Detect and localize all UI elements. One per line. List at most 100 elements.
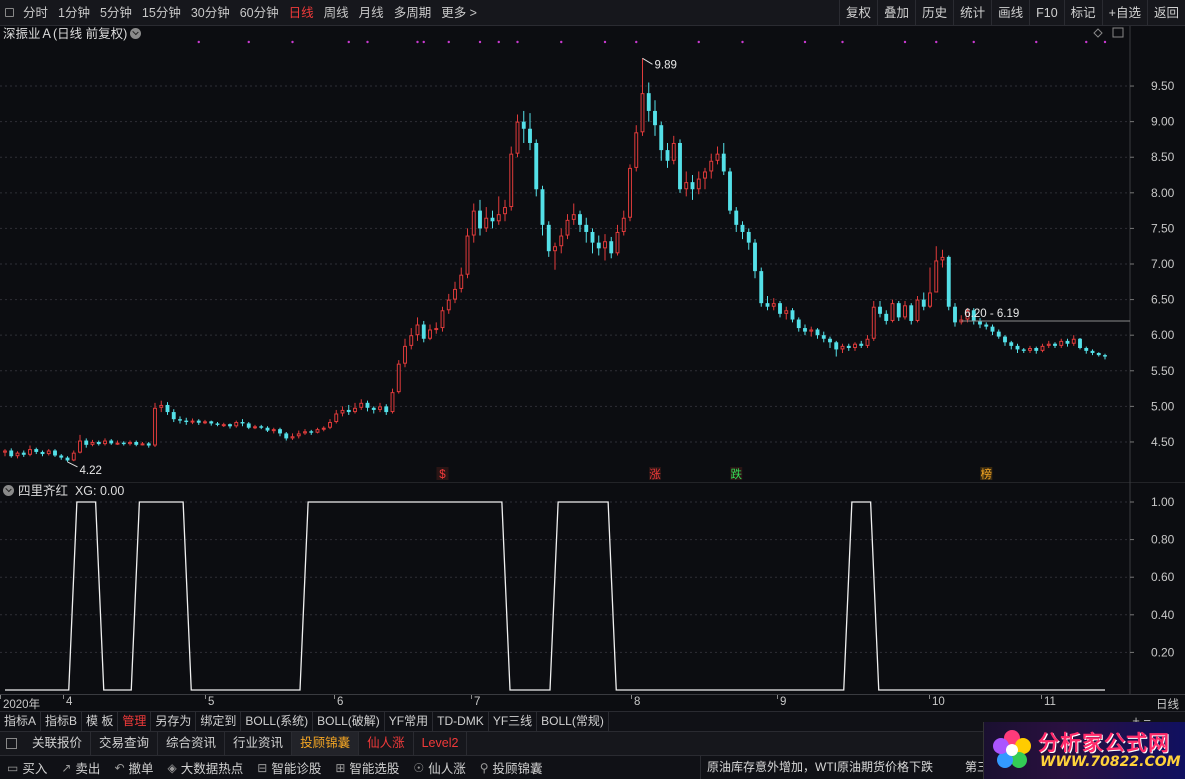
- maximize-icon[interactable]: [1112, 27, 1124, 38]
- candle-body: [96, 441, 101, 445]
- candle: [178, 416, 182, 424]
- timeframe-tab[interactable]: 分时: [23, 5, 49, 20]
- candle-body: [640, 93, 645, 133]
- candle: [934, 246, 939, 293]
- timeframe-tab[interactable]: 更多 >: [441, 5, 477, 20]
- timeframe-tab[interactable]: 月线: [358, 5, 384, 20]
- candle-body: [621, 217, 626, 232]
- timeframe-tab[interactable]: 1分钟: [58, 5, 90, 20]
- toolbar-button[interactable]: +自选: [1101, 0, 1147, 26]
- toolbar-button[interactable]: 叠加: [877, 0, 915, 26]
- timeframe-tab[interactable]: 多周期: [393, 5, 432, 20]
- candle-body: [809, 329, 814, 332]
- bottom-button[interactable]: ◈ 大数据热点: [161, 758, 251, 777]
- info-tab[interactable]: Level2: [414, 732, 468, 755]
- candle-body: [653, 110, 657, 126]
- candle-body: [428, 329, 432, 339]
- indicator-panel: 1.00 0.80 0.60 0.40 0.20 四里齐红 XG: 0.00: [0, 482, 1185, 694]
- indicator-label: 0.40: [1151, 608, 1175, 622]
- panel-toggle-icon[interactable]: [6, 738, 17, 749]
- indicator-tab[interactable]: 绑定到: [196, 712, 242, 731]
- indicator-tab[interactable]: 指标B: [41, 712, 83, 731]
- watermark-logo: 分析家公式网 WWW.70822.COM: [983, 722, 1185, 779]
- indicator-tab[interactable]: 指标A: [0, 712, 42, 731]
- date-tick: [929, 695, 930, 699]
- candle-body: [290, 436, 295, 439]
- dropdown-icon[interactable]: [130, 28, 142, 39]
- timeframe-tab[interactable]: 5分钟: [99, 5, 132, 20]
- signal-marker[interactable]: $: [439, 469, 446, 481]
- diamond-icon[interactable]: [1093, 28, 1103, 38]
- candle: [65, 456, 70, 462]
- candle: [709, 153, 714, 179]
- indicator-tab[interactable]: TD-DMK: [433, 712, 489, 731]
- candle: [965, 308, 970, 323]
- signal-marker[interactable]: 跌: [731, 467, 743, 481]
- bottom-button[interactable]: ↶ 撤单: [107, 758, 160, 777]
- candle: [1015, 343, 1020, 353]
- candle: [696, 171, 701, 195]
- bottom-button[interactable]: ↗ 卖出: [54, 758, 107, 777]
- info-tab[interactable]: 交易查询: [91, 732, 159, 755]
- candle-body: [859, 343, 864, 346]
- timeframe-tab[interactable]: 30分钟: [190, 5, 230, 20]
- bottom-button[interactable]: ☉ 仙人涨: [406, 758, 472, 777]
- info-tab[interactable]: 综合资讯: [158, 732, 226, 755]
- date-label: 8: [634, 696, 641, 708]
- timeframe-tab[interactable]: 60分钟: [239, 5, 279, 20]
- toolbar-button[interactable]: 统计: [953, 0, 991, 26]
- indicator-tab[interactable]: BOLL(破解): [313, 712, 385, 731]
- candle: [671, 135, 676, 165]
- candle: [815, 328, 820, 339]
- toolbar-button[interactable]: 返回: [1146, 0, 1185, 26]
- candle: [578, 210, 582, 232]
- info-tab[interactable]: 关联报价: [24, 732, 92, 755]
- candle-body: [146, 443, 151, 446]
- period-label[interactable]: 日线: [1156, 699, 1179, 711]
- indicator-tab[interactable]: BOLL(常规): [537, 712, 609, 731]
- candle: [659, 121, 664, 161]
- toolbar-button[interactable]: 标记: [1063, 0, 1102, 26]
- toolbar-button[interactable]: 画线: [991, 0, 1029, 26]
- info-tab[interactable]: 投顾锦囊: [292, 732, 360, 755]
- candle: [990, 324, 995, 336]
- candle-body: [303, 431, 307, 434]
- indicator-label: 1.00: [1151, 495, 1175, 509]
- candle-body: [578, 214, 582, 225]
- toolbar-button[interactable]: F10: [1029, 0, 1064, 26]
- candle: [296, 430, 301, 439]
- news-ticker[interactable]: 原油库存意外增加，WTI原油期货价格下跌: [700, 756, 965, 779]
- candle: [403, 338, 407, 368]
- signal-marker-bg: [649, 467, 661, 480]
- bottom-button[interactable]: ⚲ 投顾锦囊: [473, 758, 550, 777]
- timeframe-tab[interactable]: 日线: [288, 5, 314, 20]
- timeframe-tab[interactable]: 15分钟: [141, 5, 181, 20]
- indicator-tab[interactable]: 模 板: [82, 712, 119, 731]
- signal-marker[interactable]: 榜: [981, 467, 993, 481]
- candle: [328, 419, 332, 430]
- candle-body: [221, 424, 226, 427]
- indicator-tab[interactable]: 管理: [118, 712, 152, 731]
- toolbar-button[interactable]: 复权: [839, 0, 877, 26]
- candle: [603, 234, 607, 261]
- timeframe-tab[interactable]: 周线: [323, 5, 349, 20]
- price-label: 8.00: [1151, 186, 1175, 200]
- info-tab[interactable]: 行业资讯: [225, 732, 293, 755]
- bottom-button[interactable]: ⊞ 智能选股: [328, 758, 406, 777]
- bottom-button[interactable]: ⊟ 智能诊股: [250, 758, 328, 777]
- indicator-tab[interactable]: 另存为: [151, 712, 197, 731]
- candle: [184, 417, 189, 425]
- candle-body: [728, 171, 732, 211]
- indicator-tab[interactable]: BOLL(系统): [241, 712, 314, 731]
- indicator-tab[interactable]: YF三线: [489, 712, 538, 731]
- toolbar-button[interactable]: 历史: [915, 0, 953, 26]
- info-tab[interactable]: 仙人涨: [359, 732, 414, 755]
- window-icon[interactable]: [0, 0, 18, 26]
- candle: [1021, 348, 1026, 353]
- indicator-dropdown-icon[interactable]: [3, 485, 14, 496]
- candle-body: [196, 420, 201, 423]
- candle: [915, 296, 920, 323]
- bottom-button[interactable]: ▭ 买入: [0, 758, 54, 777]
- signal-marker[interactable]: 涨: [649, 468, 661, 481]
- indicator-tab[interactable]: YF常用: [385, 712, 434, 731]
